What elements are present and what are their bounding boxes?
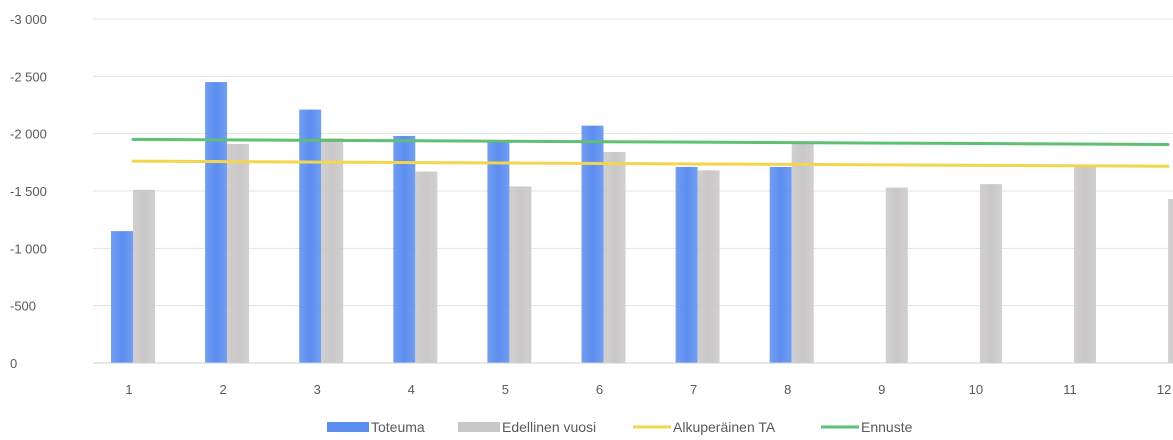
- bar-edellinen-vuosi-4: [415, 172, 437, 363]
- x-tick-label: 3: [314, 382, 321, 397]
- bars: [111, 82, 1173, 363]
- x-tick-label: 8: [784, 382, 791, 397]
- legend-label: Edellinen vuosi: [502, 419, 596, 435]
- y-tick-label: -3 000: [10, 12, 47, 27]
- y-tick-label: 0: [10, 356, 17, 371]
- x-tick-label: 6: [596, 382, 603, 397]
- x-tick-label: 7: [690, 382, 697, 397]
- bar-edellinen-vuosi-5: [509, 186, 531, 363]
- x-tick-label: 5: [502, 382, 509, 397]
- y-tick-label: -2 500: [10, 69, 47, 84]
- legend-item-toteuma: Toteuma: [327, 419, 425, 435]
- bar-edellinen-vuosi-12: [1168, 199, 1173, 363]
- y-tick-label: -1 500: [10, 184, 47, 199]
- x-tick-label: 4: [408, 382, 415, 397]
- x-tick-label: 9: [878, 382, 885, 397]
- y-axis-tick-labels: 0 -500 -1 000 -1 500 -2 000 -2 500 -3 000: [10, 12, 47, 371]
- bar-edellinen-vuosi-1: [133, 190, 155, 363]
- y-tick-label: -500: [10, 299, 36, 314]
- bar-edellinen-vuosi-8: [792, 143, 814, 363]
- legend: Toteuma Edellinen vuosi Alkuperäinen TA Enn…: [327, 419, 913, 435]
- legend-item-alkuperäinen-ta: Alkuperäinen TA: [633, 419, 776, 435]
- bar-edellinen-vuosi-6: [604, 152, 626, 363]
- bar-toteuma-5: [487, 141, 509, 363]
- bar-edellinen-vuosi-11: [1074, 165, 1096, 363]
- legend-item-ennuste: Ennuste: [821, 419, 913, 435]
- bar-toteuma-3: [299, 110, 321, 363]
- x-tick-label: 11: [1063, 382, 1077, 397]
- x-tick-label: 12: [1157, 382, 1171, 397]
- x-tick-label: 1: [125, 382, 132, 397]
- x-tick-label: 2: [219, 382, 226, 397]
- legend-label: Toteuma: [371, 419, 425, 435]
- x-tick-label: 10: [969, 382, 983, 397]
- legend-swatch: [458, 422, 500, 432]
- bar-toteuma-1: [111, 231, 133, 363]
- bar-edellinen-vuosi-10: [980, 184, 1002, 363]
- bar-edellinen-vuosi-9: [886, 188, 908, 363]
- legend-swatch: [327, 422, 369, 432]
- y-tick-label: -1 000: [10, 241, 47, 256]
- y-tick-label: -2 000: [10, 127, 47, 142]
- legend-label: Ennuste: [861, 419, 913, 435]
- bar-toteuma-2: [205, 82, 227, 363]
- line-ennuste: [133, 139, 1168, 144]
- legend-label: Alkuperäinen TA: [673, 419, 776, 435]
- series-lines: [133, 139, 1168, 166]
- bar-toteuma-4: [393, 136, 415, 363]
- bar-edellinen-vuosi-3: [321, 138, 343, 363]
- bar-toteuma-8: [770, 167, 792, 363]
- bar-edellinen-vuosi-2: [227, 144, 249, 363]
- line-alkuperäinen-ta: [133, 161, 1168, 166]
- bar-toteuma-7: [676, 167, 698, 363]
- bar-toteuma-6: [582, 126, 604, 363]
- bar-edellinen-vuosi-7: [698, 170, 720, 363]
- x-axis-tick-labels: 1 2 3 4 5 6 7 8 9 10 11 12: [125, 382, 1171, 397]
- legend-item-edellinen-vuosi: Edellinen vuosi: [458, 419, 596, 435]
